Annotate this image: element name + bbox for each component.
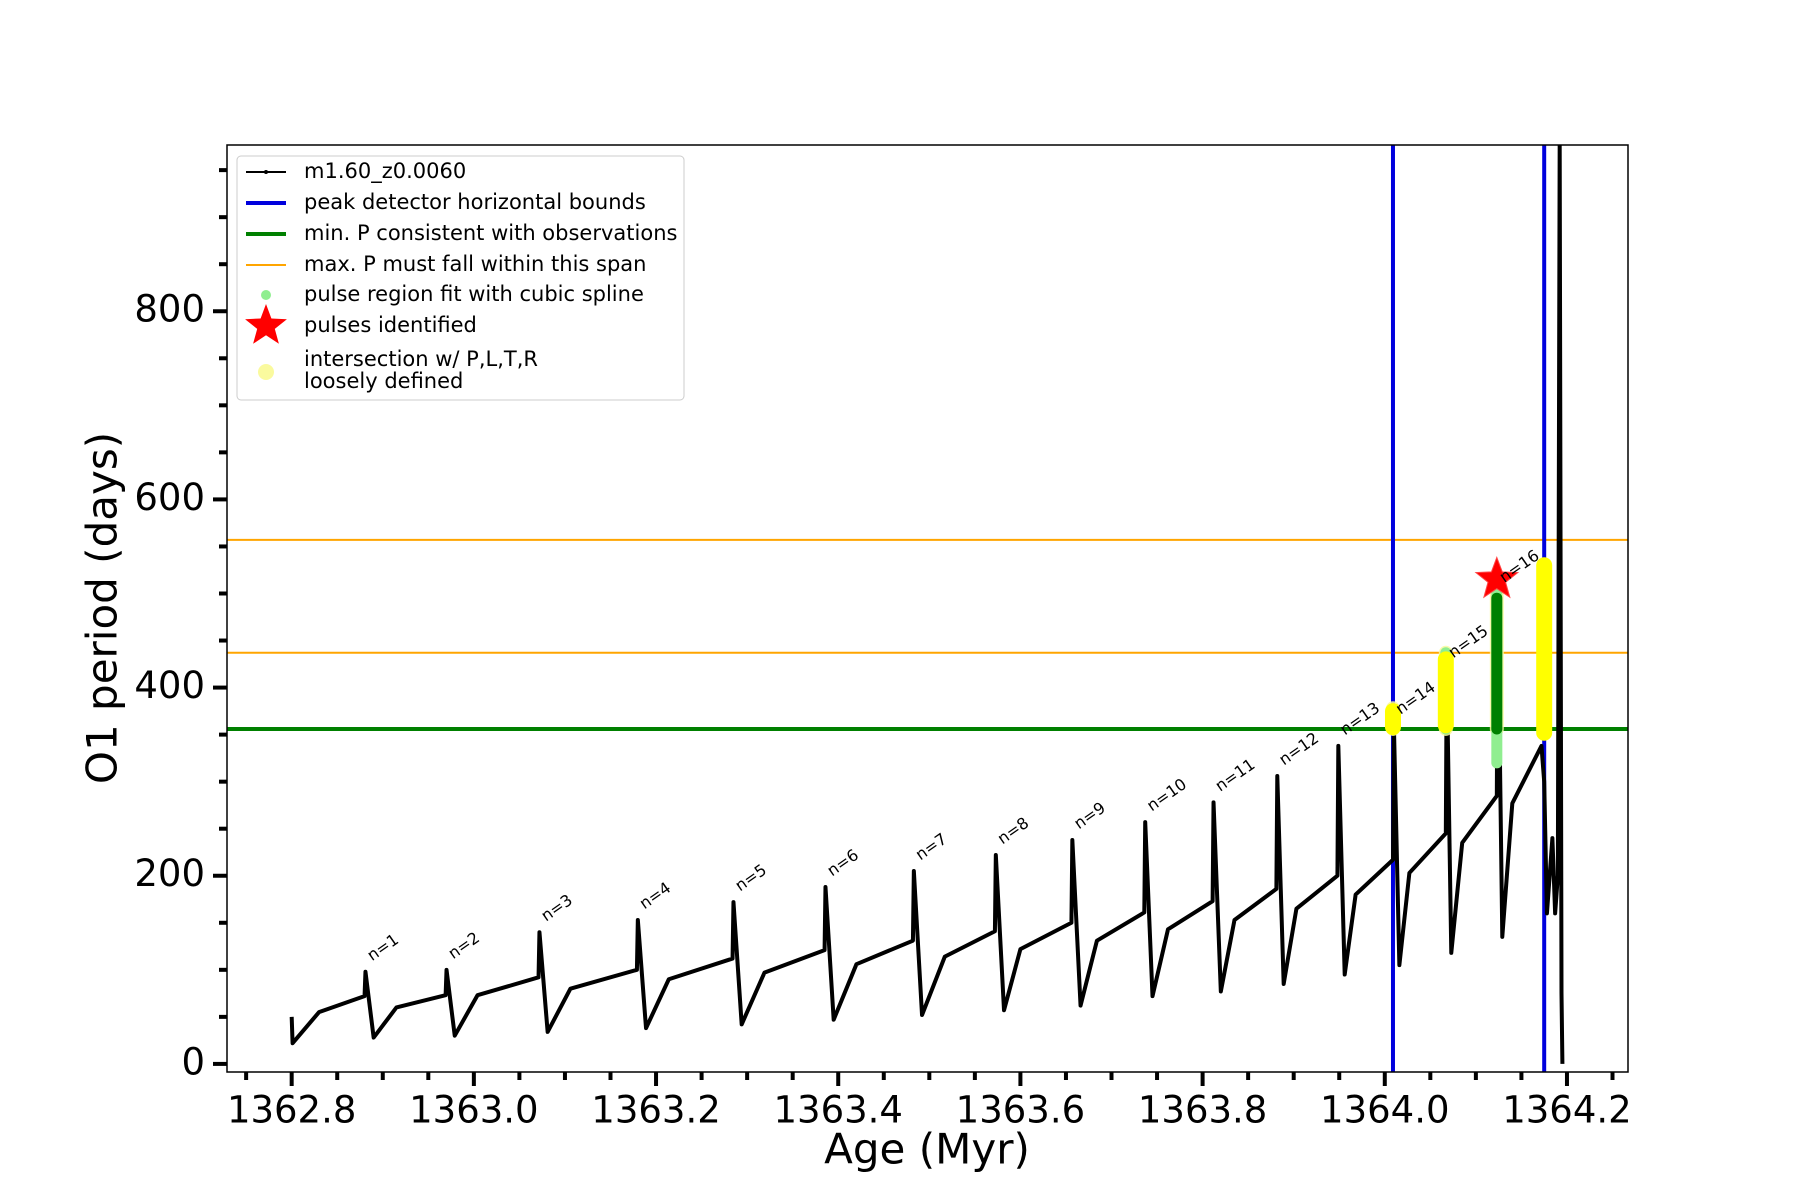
pulse-annotation: n=1 — [363, 930, 402, 965]
x-tick-label: 1363.6 — [956, 1089, 1085, 1132]
legend-label: intersection w/ P,L,T,R loosely defined — [304, 347, 538, 393]
legend-label: max. P must fall within this span — [304, 252, 646, 276]
pulse-annotation: n=2 — [445, 928, 484, 963]
legend-marker — [264, 170, 268, 174]
pulse-annotation: n=4 — [636, 878, 675, 913]
legend-label: pulse region fit with cubic spline — [304, 282, 644, 306]
legend-label: min. P consistent with observations — [304, 221, 677, 245]
pulse-annotation: n=15 — [1445, 621, 1492, 662]
pulse-annotation: n=6 — [823, 845, 862, 880]
pulse-annotation: n=5 — [731, 860, 770, 895]
x-tick-label: 1363.4 — [773, 1089, 902, 1132]
data-line — [289, 145, 1565, 1064]
pulse-annotation: n=12 — [1275, 728, 1322, 769]
legend-label: pulses identified — [304, 313, 477, 337]
legend-label: peak detector horizontal bounds — [304, 190, 646, 214]
pulse-annotation: n=11 — [1212, 755, 1259, 796]
pulse-annotation: n=9 — [1070, 798, 1109, 833]
x-tick-label: 1363.8 — [1138, 1089, 1267, 1132]
y-tick-label: 800 — [134, 288, 205, 331]
pulse-annotation: n=13 — [1336, 698, 1383, 739]
plot-area — [227, 145, 1628, 1072]
legend-label: m1.60_z0.0060 — [304, 159, 466, 184]
pulse-annotation: n=10 — [1143, 774, 1190, 815]
y-tick-label: 400 — [134, 664, 205, 707]
x-axis-label: Age (Myr) — [824, 1125, 1030, 1174]
x-tick-label: 1364.0 — [1320, 1089, 1449, 1132]
x-tick-label: 1363.2 — [591, 1089, 720, 1132]
y-axis-label: O1 period (days) — [78, 432, 127, 784]
legend-marker — [258, 364, 274, 380]
pulse-annotation: n=16 — [1496, 546, 1543, 587]
y-tick-label: 0 — [181, 1040, 205, 1083]
x-tick-label: 1364.2 — [1502, 1089, 1631, 1132]
pulse-annotation: n=8 — [994, 813, 1033, 848]
pulse-annotation: n=7 — [912, 829, 951, 864]
legend-marker — [261, 290, 271, 300]
y-tick-label: 200 — [134, 852, 205, 895]
pulse-annotation: n=14 — [1392, 677, 1439, 718]
x-tick-label: 1362.8 — [227, 1089, 356, 1132]
legend-marker — [245, 304, 287, 344]
pulse-annotation: n=3 — [537, 890, 576, 925]
pulse-star — [1474, 555, 1520, 599]
legend-box — [236, 155, 685, 401]
y-tick-label: 600 — [134, 476, 205, 519]
x-tick-label: 1363.0 — [409, 1089, 538, 1132]
